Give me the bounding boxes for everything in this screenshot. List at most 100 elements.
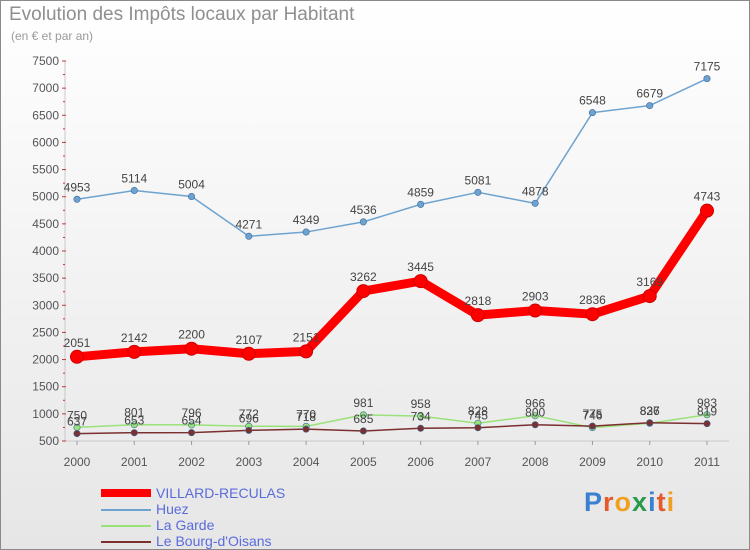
logo-letter: t [656,487,667,517]
legend-item-le-bourg-d-oisans: Le Bourg-d'Oisans [101,533,351,550]
data-point-villard-reculas [70,349,84,364]
legend: VILLARD-RECULAS Huez La Garde Le Bourg-d… [101,485,351,550]
data-point-villard-reculas [470,308,485,323]
series-line-le-bourg-d-oisans [76,422,708,435]
data-label-le-bourg-d-oisans: 718 [296,410,316,424]
data-label-villard-reculas: 2836 [579,293,606,307]
data-label-la-garde: 801 [124,406,144,420]
data-label-la-garde: 796 [182,406,202,420]
data-point-huez [302,228,310,236]
legend-label: La Garde [156,517,215,533]
y-tick-label: 2500 [32,325,59,339]
data-point-villard-reculas [299,344,314,359]
data-point-huez [130,187,138,195]
data-label-huez: 6548 [579,94,606,108]
data-label-villard-reculas: 2051 [64,336,91,350]
y-tick-label: 6500 [32,108,59,122]
y-tick-label: 1000 [32,407,59,421]
legend-label: VILLARD-RECULAS [156,485,286,501]
data-label-villard-reculas: 4743 [694,190,721,204]
data-label-le-bourg-d-oisans: 836 [640,404,660,418]
data-point-le-bourg-d-oisans [531,421,539,429]
logo-letter: P [584,487,604,517]
data-point-villard-reculas [356,284,371,299]
y-tick-label: 6000 [32,135,59,149]
data-point-villard-reculas [700,203,714,218]
x-tick-label: 2008 [522,455,549,469]
data-label-huez: 4953 [64,180,91,194]
series-line-la-garde [76,414,708,429]
data-label-villard-reculas: 3262 [350,270,377,284]
chart-subtitle: (en € et par an) [11,29,94,43]
y-tick-label: 500 [39,434,59,448]
y-tick-label: 4500 [32,217,59,231]
data-label-huez: 4536 [350,203,377,217]
data-label-la-garde: 827 [640,404,660,418]
series-line-villard-reculas [72,206,712,362]
data-point-huez [531,199,539,207]
data-point-la-garde [130,421,138,429]
legend-item-huez: Huez [101,501,351,518]
data-point-villard-reculas [528,303,543,318]
x-tick-label: 2003 [235,455,262,469]
x-tick-label: 2010 [636,455,663,469]
legend-label: Le Bourg-d'Oisans [156,533,272,549]
data-label-huez: 5004 [178,177,205,191]
data-point-huez [417,200,425,208]
data-label-la-garde: 981 [353,396,373,410]
data-label-villard-reculas: 3445 [407,260,434,274]
data-label-huez: 4349 [293,213,320,227]
data-point-huez [646,102,654,110]
data-label-le-bourg-d-oisans: 819 [697,405,717,419]
legend-item-la-garde: La Garde [101,517,351,534]
data-point-villard-reculas [241,346,256,361]
y-tick-label: 5000 [32,190,59,204]
series-line-huez [76,77,708,238]
data-label-le-bourg-d-oisans: 654 [182,414,202,428]
legend-swatch-huez [101,509,151,511]
data-point-le-bourg-d-oisans [245,426,253,434]
data-point-huez [73,195,81,203]
data-point-le-bourg-d-oisans [474,424,482,432]
data-label-huez: 7175 [694,60,721,74]
legend-item-villard-reculas: VILLARD-RECULAS [101,485,351,502]
y-tick-label: 1500 [32,380,59,394]
proxiti-logo: Proxiti [584,487,675,518]
y-tick-label: 3000 [32,298,59,312]
data-point-villard-reculas [585,307,600,322]
data-label-villard-reculas: 2200 [178,328,205,342]
x-tick-label: 2001 [121,455,148,469]
data-point-huez [703,75,711,83]
data-label-villard-reculas: 2903 [522,290,549,304]
data-label-la-garde: 770 [296,407,316,421]
y-tick-label: 2000 [32,353,59,367]
data-point-le-bourg-d-oisans [417,424,425,432]
logo-letter: r [603,487,615,517]
logo-letter: o [614,487,633,517]
legend-swatch-villard-reculas [101,489,151,497]
logo-letter: i [666,487,676,517]
x-tick-label: 2006 [407,455,434,469]
data-label-villard-reculas: 2818 [465,294,492,308]
data-label-le-bourg-d-oisans: 775 [582,407,602,421]
data-label-la-garde: 966 [525,397,545,411]
x-tick-label: 2009 [579,455,606,469]
data-point-le-bourg-d-oisans [588,422,596,430]
data-point-le-bourg-d-oisans [73,430,81,438]
data-point-huez [474,188,482,196]
data-point-le-bourg-d-oisans [359,427,367,435]
data-label-le-bourg-d-oisans: 685 [353,412,373,426]
data-point-huez [245,232,253,240]
data-label-villard-reculas: 3169 [636,275,663,289]
data-label-huez: 4271 [235,217,262,231]
data-point-villard-reculas [127,344,142,359]
data-point-villard-reculas [413,274,428,289]
data-label-le-bourg-d-oisans: 696 [239,411,259,425]
x-tick-label: 2005 [350,455,377,469]
data-label-huez: 4878 [522,184,549,198]
x-tick-label: 2002 [178,455,205,469]
y-tick-label: 5500 [32,163,59,177]
data-label-huez: 4859 [407,185,434,199]
data-point-le-bourg-d-oisans [302,425,310,433]
